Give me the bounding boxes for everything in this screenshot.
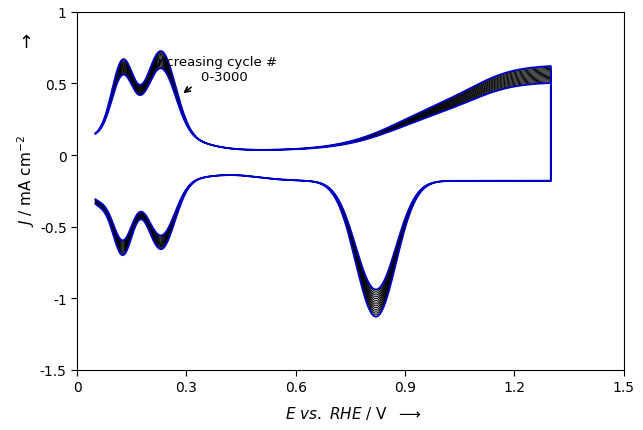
Text: $\it{E\ vs.\ RHE}$ / V  $\longrightarrow$: $\it{E\ vs.\ RHE}$ / V $\longrightarrow$ <box>285 405 422 421</box>
Text: $J$ / mA cm$^{-2}$: $J$ / mA cm$^{-2}$ <box>15 135 37 227</box>
Text: ↑: ↑ <box>18 34 33 52</box>
Text: Increasing cycle #
    0-3000: Increasing cycle # 0-3000 <box>154 56 277 93</box>
